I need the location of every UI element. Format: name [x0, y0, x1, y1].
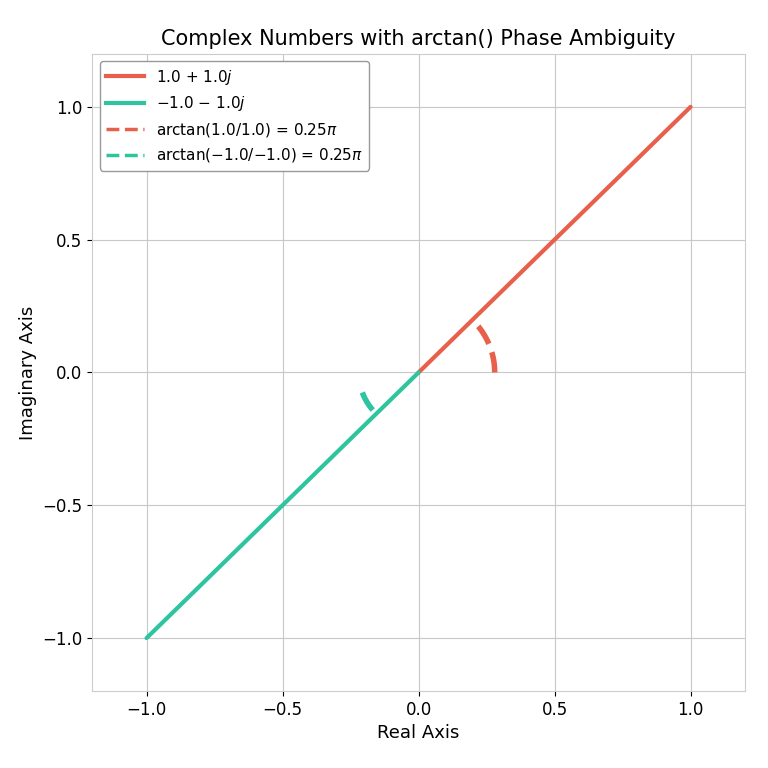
Legend: 1.0 + 1.0$j$, $-$1.0 $-$ 1.0$j$, arctan(1.0/1.0) = 0.25$\pi$, arctan($-$1.0/$-$1: 1.0 + 1.0$j$, $-$1.0 $-$ 1.0$j$, arctan(…	[100, 61, 369, 170]
Title: Complex Numbers with arctan() Phase Ambiguity: Complex Numbers with arctan() Phase Ambi…	[161, 29, 676, 49]
Y-axis label: Imaginary Axis: Imaginary Axis	[18, 306, 37, 439]
X-axis label: Real Axis: Real Axis	[377, 724, 460, 743]
